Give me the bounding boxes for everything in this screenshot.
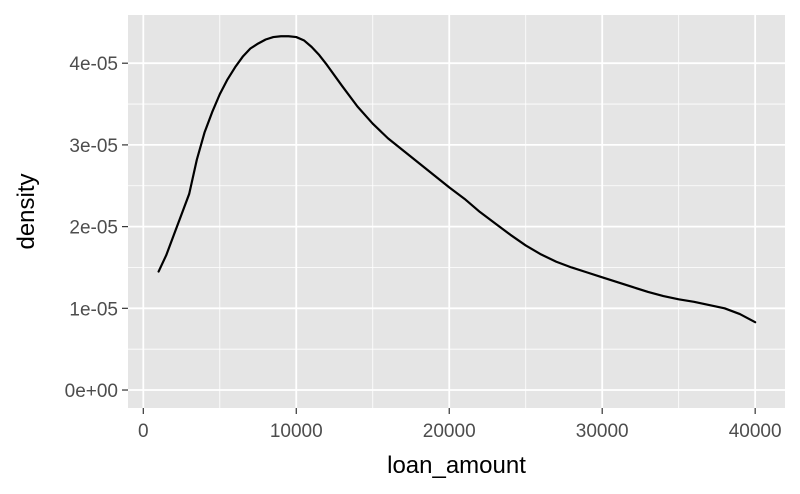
x-tick-label: 10000 xyxy=(270,421,323,442)
y-tick-label: 0e+00 xyxy=(65,381,118,402)
y-axis-title: density xyxy=(13,173,40,249)
axis-ticks xyxy=(122,62,756,414)
minor-gridlines xyxy=(128,15,785,408)
y-tick-label: 2e-05 xyxy=(69,218,118,239)
x-axis-title: loan_amount xyxy=(387,452,526,479)
y-tick-label: 4e-05 xyxy=(69,54,118,75)
plot-panel xyxy=(128,15,785,408)
x-tick-label: 0 xyxy=(138,421,149,442)
density-curve xyxy=(157,35,757,324)
x-tick-label: 40000 xyxy=(729,421,782,442)
x-tick-label: 20000 xyxy=(423,421,476,442)
y-tick-label: 1e-05 xyxy=(69,299,118,320)
y-axis-tick-labels: 0e+00 1e-05 2e-05 3e-05 4e-05 xyxy=(65,54,118,402)
x-tick-label: 30000 xyxy=(576,421,629,442)
y-tick-label: 3e-05 xyxy=(69,136,118,157)
x-axis-tick-labels: 0 10000 20000 30000 40000 xyxy=(138,421,782,442)
